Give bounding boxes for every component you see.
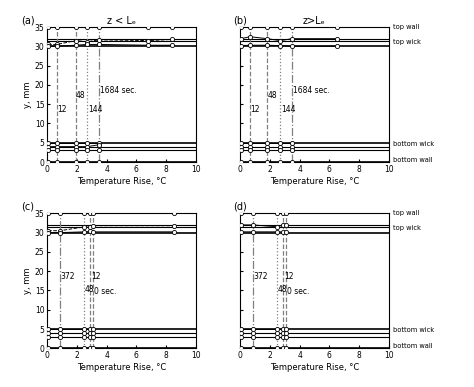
Text: 1684 sec.: 1684 sec. [100, 86, 137, 94]
Text: 48: 48 [85, 285, 95, 295]
X-axis label: Temperature Rise, °C: Temperature Rise, °C [270, 176, 359, 186]
Text: 372: 372 [254, 272, 268, 281]
Title: z < Lₑ: z < Lₑ [107, 16, 136, 26]
Text: top wall: top wall [393, 211, 419, 216]
Text: 12: 12 [250, 105, 260, 114]
Text: (b): (b) [233, 16, 247, 26]
Text: 48: 48 [267, 91, 277, 100]
Text: 0 sec.: 0 sec. [94, 287, 116, 296]
Text: 1684 sec.: 1684 sec. [292, 86, 329, 94]
X-axis label: Temperature Rise, °C: Temperature Rise, °C [77, 176, 166, 186]
X-axis label: Temperature Rise, °C: Temperature Rise, °C [270, 363, 359, 372]
Text: 372: 372 [61, 272, 75, 281]
Text: top wick: top wick [393, 225, 421, 231]
Text: 0 sec.: 0 sec. [287, 287, 309, 296]
Text: bottom wall: bottom wall [393, 157, 433, 163]
Text: (d): (d) [233, 202, 246, 212]
Text: (a): (a) [21, 16, 34, 26]
Text: top wall: top wall [393, 24, 419, 30]
Text: (c): (c) [21, 202, 34, 212]
Y-axis label: y, mm: y, mm [23, 267, 32, 294]
Text: bottom wick: bottom wick [393, 327, 434, 333]
Text: 12: 12 [284, 272, 293, 281]
Text: 12: 12 [57, 105, 67, 114]
Y-axis label: y, mm: y, mm [23, 81, 32, 108]
Text: bottom wick: bottom wick [393, 141, 434, 147]
Title: z>Lₑ: z>Lₑ [303, 16, 326, 26]
Text: 48: 48 [76, 91, 86, 100]
Text: 144: 144 [281, 105, 295, 114]
Text: top wick: top wick [393, 39, 421, 45]
Text: 48: 48 [278, 285, 287, 295]
Text: 144: 144 [88, 105, 102, 114]
X-axis label: Temperature Rise, °C: Temperature Rise, °C [77, 363, 166, 372]
Text: bottom wall: bottom wall [393, 343, 433, 349]
Text: 12: 12 [91, 272, 100, 281]
